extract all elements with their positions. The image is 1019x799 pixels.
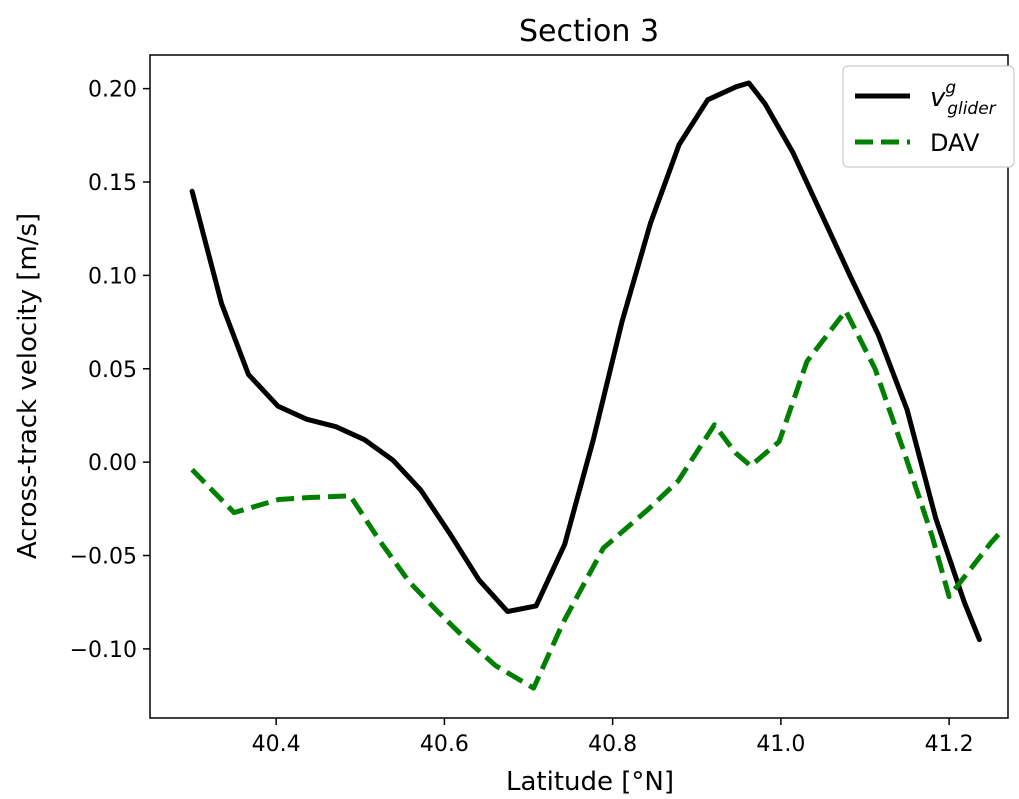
x-axis: 40.4 40.6 40.8 41.0 41.2 xyxy=(252,718,974,757)
series-line-vglider xyxy=(189,80,982,643)
legend-vglider-sub: glider xyxy=(947,99,996,119)
y-axis: −0.10 −0.05 0.00 0.05 0.10 0.15 0.20 xyxy=(70,78,150,663)
x-tick-label: 41.2 xyxy=(925,732,974,757)
legend-vglider-sup: g xyxy=(945,78,956,98)
x-tick-label: 40.6 xyxy=(420,732,469,757)
x-tick-label: 40.4 xyxy=(252,732,301,757)
y-tick-label: −0.05 xyxy=(70,545,137,570)
legend-label-dav: DAV xyxy=(930,129,980,157)
x-axis-label: Latitude [°N] xyxy=(506,767,674,797)
y-tick-label: 0.00 xyxy=(88,451,137,476)
y-tick-label: 0.20 xyxy=(88,78,137,103)
plot-frame xyxy=(149,54,1009,719)
y-tick-label: −0.10 xyxy=(70,638,137,663)
x-tick-label: 40.8 xyxy=(588,732,637,757)
chart-title: Section 3 xyxy=(519,14,659,49)
legend-vglider-base: v xyxy=(930,83,946,113)
y-tick-label: 0.10 xyxy=(88,264,137,289)
legend-label-vglider: vg glider xyxy=(930,78,997,119)
series-line-dav xyxy=(190,308,1005,691)
y-tick-label: 0.05 xyxy=(88,358,137,383)
plot-lines xyxy=(189,80,1005,691)
x-tick-label: 41.0 xyxy=(756,732,805,757)
legend: vg glider DAV xyxy=(842,65,1015,168)
y-axis-label: Across-track velocity [m/s] xyxy=(13,213,43,559)
y-tick-label: 0.15 xyxy=(88,171,137,196)
